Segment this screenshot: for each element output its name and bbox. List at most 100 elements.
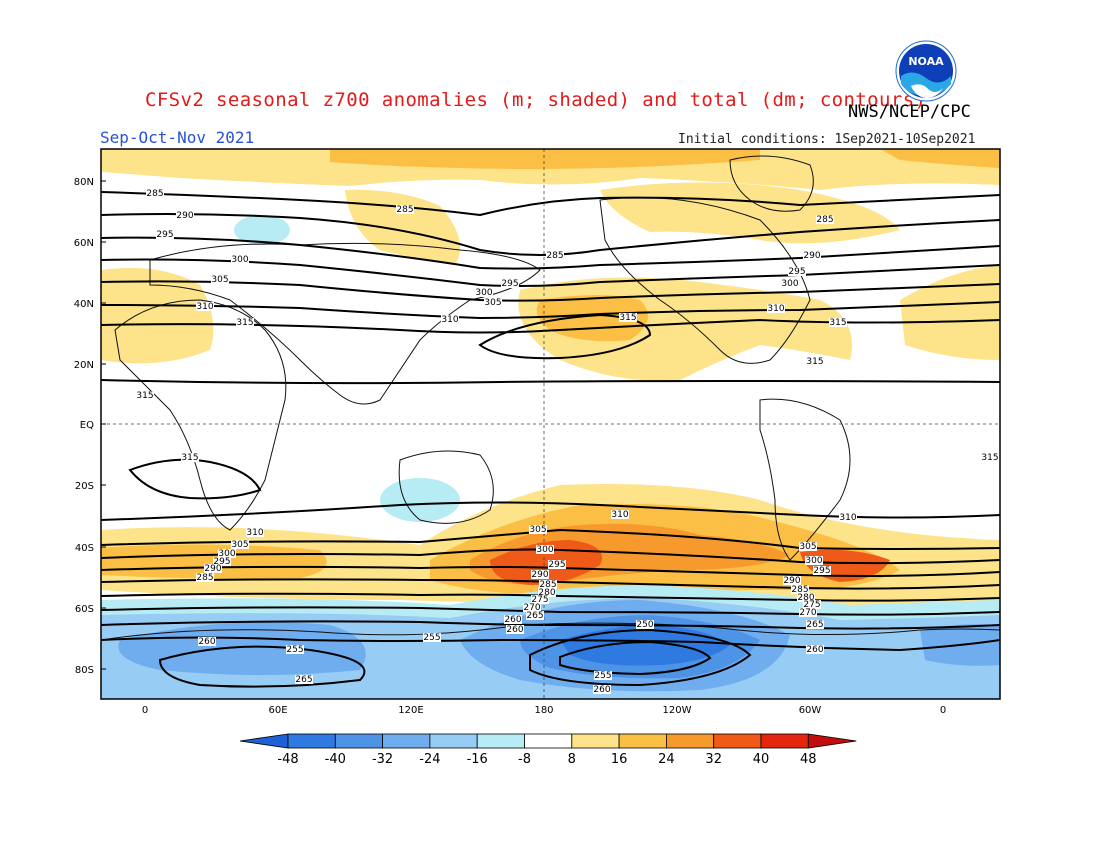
contour-label-bg [829, 318, 847, 327]
contour-label-bg [484, 298, 502, 307]
lon-labels: 0 60E 120E 180 120W 60W 0 [142, 705, 946, 716]
contour-label-bg [146, 189, 164, 198]
contour-label-bg [523, 603, 541, 612]
contour-labels: 2852852852902953003053103152852902953003… [136, 189, 999, 695]
contour-label-bg [803, 251, 821, 260]
contour-nh-6 [101, 301, 1000, 320]
contour-label-bg [231, 255, 249, 264]
contour-label: 295 [813, 566, 830, 576]
contour-label-bg [806, 357, 824, 366]
contour-label-bg [136, 391, 154, 400]
contour-label: 285 [146, 189, 163, 199]
coast-australia [398, 450, 494, 524]
contour-label-bg [981, 453, 999, 462]
contour-label-bg [231, 540, 249, 549]
contour-label-bg [423, 633, 441, 642]
contour-label-bg [636, 620, 654, 629]
colorbar-segment [760, 733, 809, 749]
colorbar-tick-label: 48 [800, 752, 817, 767]
initial-conditions-label: Initial conditions: 1Sep2021-10Sep2021 [678, 132, 976, 147]
contour-label-bg [816, 215, 834, 224]
agency-label: NWS/NCEP/CPC [848, 102, 971, 122]
anomaly-positive-europe [900, 265, 1000, 360]
contour-label: 295 [548, 560, 565, 570]
lat-label: 40N [74, 299, 94, 310]
anomaly-negative-antarctic-3 [118, 622, 366, 675]
contour-label: 280 [538, 588, 555, 598]
contour-label-bg [783, 576, 801, 585]
contour-label: 315 [829, 318, 846, 328]
contour-nh-closed-pacific [478, 313, 652, 360]
contour-label-bg [213, 557, 231, 566]
contour-label-bg [799, 542, 817, 551]
contour-label: 290 [783, 576, 800, 586]
contour-label: 290 [176, 211, 193, 221]
contour-label: 250 [636, 620, 653, 630]
contour-label: 315 [181, 453, 198, 463]
anomaly-negative-australia [380, 478, 460, 522]
contour-label: 300 [475, 288, 492, 298]
anomaly-negative-antarctic-6 [560, 625, 730, 666]
contour-label-bg [176, 211, 194, 220]
contour-label: 255 [286, 645, 303, 655]
contour-label: 285 [816, 215, 833, 225]
contour-sh-closed-1 [158, 645, 366, 688]
contour-label: 285 [546, 251, 563, 261]
contour-label-bg [531, 570, 549, 579]
contour-label: 300 [805, 556, 822, 566]
contour-label-bg [526, 611, 544, 620]
contour-nh-3 [101, 236, 1000, 270]
colorbar-tick-label: -40 [325, 752, 346, 767]
lon-label: 0 [940, 705, 946, 716]
contour-label: 300 [218, 549, 235, 559]
contour-label-bg [504, 615, 522, 624]
contour-label-bg [211, 275, 229, 284]
coast-greenland [729, 155, 814, 212]
contour-label: 285 [539, 580, 556, 590]
contour-label: 265 [806, 620, 823, 630]
contour-label-bg [501, 279, 519, 288]
colorbar-tick-label: -16 [467, 752, 488, 767]
contour-sh-5 [101, 578, 1000, 590]
contour-label-bg [813, 566, 831, 575]
contour-label-bg [546, 251, 564, 260]
contour-nh-2 [101, 213, 1000, 256]
contour-label: 315 [619, 313, 636, 323]
colorbar-tick-label: 16 [611, 752, 628, 767]
contour-label-bg [475, 288, 493, 297]
contour-label-bg [799, 608, 817, 617]
contour-label-bg [806, 645, 824, 654]
coast-north-america [599, 197, 811, 364]
colorbar-segment [429, 733, 478, 749]
contour-sh-2 [101, 528, 1000, 550]
anomaly-positive-arctic [101, 149, 1000, 190]
anomaly-shading [101, 149, 1000, 699]
contour-nh-1 [101, 191, 1000, 217]
noaa-logo: NOAA [895, 40, 957, 102]
contour-label: 255 [423, 633, 440, 643]
colorbar-tick-label: -32 [372, 752, 393, 767]
lat-ticks [101, 180, 106, 670]
contour-label-bg [805, 556, 823, 565]
contour-label-bg [791, 585, 809, 594]
contour-label-bg [797, 593, 815, 602]
lon-label: 60W [799, 705, 822, 716]
contour-label-bg [593, 685, 611, 694]
contour-label-bg [246, 528, 264, 537]
contour-label: 300 [781, 279, 798, 289]
contour-label: 285 [196, 573, 213, 583]
lat-label: 80N [74, 177, 94, 188]
contour-label-bg [529, 525, 547, 534]
contour-label-bg [619, 313, 637, 322]
lon-label: 120W [663, 705, 692, 716]
coast-africa [114, 299, 287, 531]
contour-nh-5 [101, 280, 1000, 302]
contour-label: 270 [523, 603, 540, 613]
grid-lines [101, 149, 1000, 699]
contour-label: 285 [791, 585, 808, 595]
contour-label: 310 [196, 302, 213, 312]
contour-label: 260 [506, 625, 523, 635]
contour-label: 300 [536, 545, 553, 555]
contour-label: 310 [246, 528, 263, 538]
contour-label: 265 [295, 675, 312, 685]
